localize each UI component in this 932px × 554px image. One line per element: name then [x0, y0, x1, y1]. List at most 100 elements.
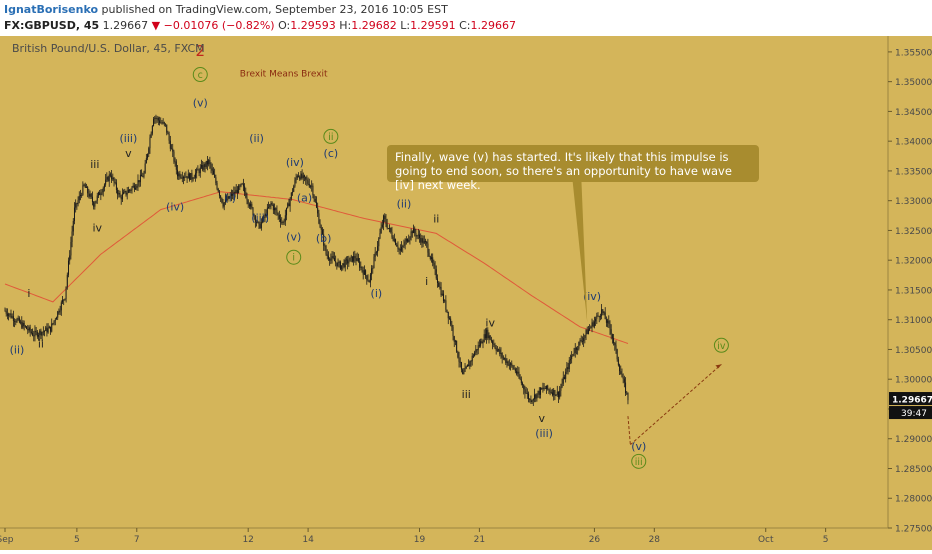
wave-label: iv [92, 221, 102, 234]
time-tick-label: 5 [823, 535, 829, 545]
candle-body [571, 355, 573, 360]
candle-body [197, 169, 199, 171]
candle-body [345, 259, 347, 261]
candle-body [228, 196, 230, 199]
candle-body [375, 252, 377, 254]
candle-body [204, 164, 206, 167]
candle-body [77, 200, 79, 205]
chart-area[interactable]: (ii) i ii iii iv (iii) v (iv) 2 Brexit Means Brex… [0, 36, 932, 550]
candle-body [344, 259, 346, 268]
candle-body [222, 202, 224, 207]
countdown-badge [889, 406, 932, 420]
candle-body [579, 340, 581, 342]
candle-body [277, 213, 279, 215]
candle-body [192, 178, 194, 180]
candle-body [187, 173, 189, 179]
wave-circle-icon [713, 337, 729, 353]
candle-body [10, 313, 12, 318]
candle-body [359, 261, 361, 268]
candle-body [156, 117, 158, 119]
time-axis[interactable]: Sep 5 7 12 14 19 21 26 28 Oct 5 [0, 527, 888, 545]
wave-circle-label: iv [717, 341, 726, 352]
candle-body [368, 280, 370, 283]
candle-body [433, 262, 435, 266]
candles-group [4, 114, 629, 406]
candle-body [39, 330, 41, 335]
symbol-label[interactable]: FX:GBPUSD, 45 [4, 19, 100, 32]
candle-body [531, 400, 533, 402]
candle-body [335, 261, 337, 263]
candle-body [309, 185, 311, 187]
candle-body [293, 186, 295, 192]
candle-body [595, 318, 597, 322]
candle-body [373, 256, 375, 269]
candle-body [32, 332, 34, 336]
candle-body [445, 300, 447, 310]
candle-body [65, 286, 67, 299]
price-axis[interactable]: 1.35500 1.35000 1.34500 1.34000 1.33500 1.330… [887, 36, 932, 535]
candle-body [596, 315, 598, 319]
wave-label: ii [38, 338, 44, 351]
candle-body [150, 133, 152, 138]
candle-body [436, 278, 438, 283]
candle-body [136, 185, 138, 188]
candle-body [227, 196, 229, 201]
candle-body [542, 387, 544, 390]
time-tick-label: 21 [474, 535, 485, 545]
candle-body [371, 268, 373, 275]
candle-body [528, 393, 530, 400]
wave-circle-label: c [198, 70, 203, 81]
candle-body [58, 311, 60, 313]
candle-body [284, 215, 286, 222]
candle-body [180, 177, 182, 179]
candle-body [597, 315, 599, 317]
candle-body [332, 256, 334, 259]
candle-body [339, 261, 341, 270]
candle-body [452, 327, 454, 337]
candle-body [499, 349, 501, 354]
candle-body [275, 208, 277, 211]
chart-background [0, 36, 932, 550]
candle-body [215, 177, 217, 184]
candle-body [514, 368, 516, 372]
candle-body [305, 176, 307, 180]
candle-body [559, 390, 561, 398]
candle-body [151, 125, 153, 134]
price-tick-label: 1.31500 [895, 286, 932, 296]
candle-body [199, 167, 201, 174]
candle-body [149, 137, 151, 149]
candle-body [590, 326, 592, 329]
candle-body [608, 320, 610, 324]
candle-body [108, 174, 110, 182]
candle-body [317, 207, 319, 214]
candle-body [252, 207, 254, 216]
author-link[interactable]: IgnatBorisenko [4, 3, 99, 16]
candle-body [120, 196, 122, 200]
candle-body [378, 238, 380, 247]
candle-body [575, 347, 577, 350]
time-tick-label: 26 [589, 535, 601, 545]
candle-body [125, 190, 127, 195]
wave-circle-label: ii [328, 132, 333, 143]
candle-body [153, 118, 155, 126]
candle-body [119, 192, 121, 197]
candle-body [22, 322, 24, 328]
last-price-badge-text: 1.29667 [892, 396, 932, 406]
candle-body [36, 331, 38, 337]
candle-body [220, 195, 222, 198]
wave-label: v [538, 412, 545, 425]
candle-body [524, 389, 526, 393]
candle-body [538, 390, 540, 395]
candle-body [90, 194, 92, 197]
callout-note[interactable]: Finally, wave (v) has started. It's like… [387, 145, 759, 192]
candle-body [42, 331, 44, 333]
candle-body [419, 234, 421, 239]
price-tick-label: 1.30000 [895, 376, 932, 386]
candle-body [395, 239, 397, 245]
candle-body [70, 241, 72, 256]
candle-body [212, 170, 214, 175]
candle-body [369, 274, 371, 283]
candle-body [354, 256, 356, 259]
candle-body [520, 379, 522, 384]
